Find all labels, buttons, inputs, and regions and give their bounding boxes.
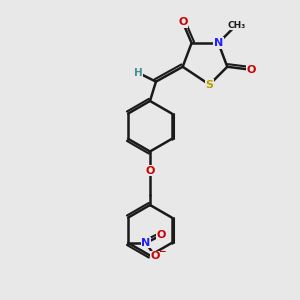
Text: −: − bbox=[158, 247, 165, 256]
Text: CH₃: CH₃ bbox=[227, 21, 245, 30]
Text: H: H bbox=[134, 68, 142, 78]
Text: N: N bbox=[141, 238, 151, 248]
Text: N: N bbox=[214, 38, 223, 48]
Text: S: S bbox=[206, 80, 213, 90]
Text: O: O bbox=[246, 65, 256, 75]
Text: O: O bbox=[150, 251, 160, 261]
Text: O: O bbox=[156, 230, 166, 241]
Text: O: O bbox=[178, 17, 188, 27]
Text: O: O bbox=[145, 166, 155, 176]
